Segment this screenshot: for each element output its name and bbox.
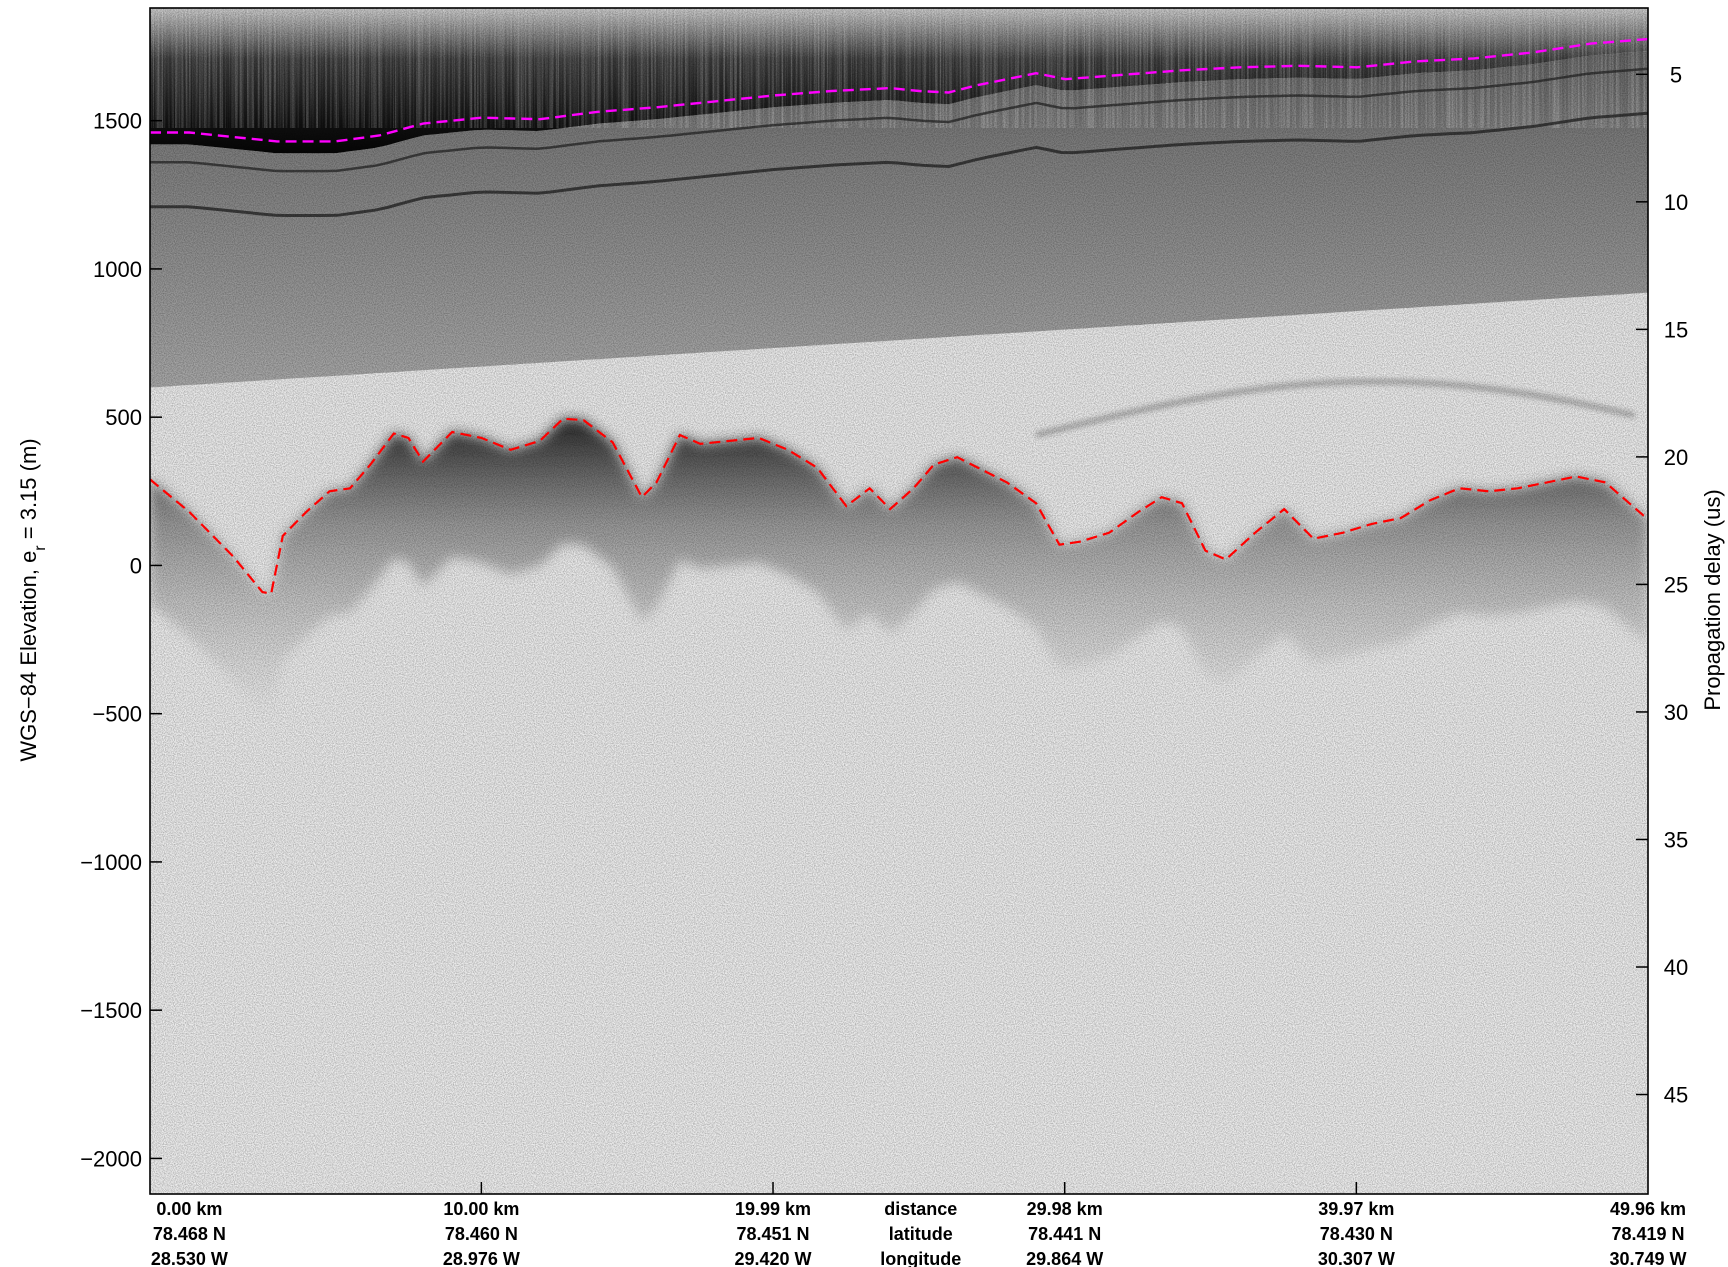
bed-pick-line: [150, 417, 1648, 595]
x-info-latitude: 78.430 N: [1320, 1224, 1393, 1244]
x-info-longitude: 28.530 W: [151, 1249, 228, 1267]
x-info-longitude: 30.749 W: [1609, 1249, 1686, 1267]
x-info-longitude: 29.420 W: [734, 1249, 811, 1267]
left-axis-title-tail: = 3.15 (m): [16, 438, 41, 545]
x-info-latitude: 78.468 N: [153, 1224, 226, 1244]
bottom-axis: [480, 1182, 1358, 1194]
left-axis-title-subscript: r: [32, 545, 49, 551]
x-info-longitude: 29.864 W: [1026, 1249, 1103, 1267]
left-tick-label: 0: [130, 553, 142, 578]
x-axis-info-labels: 0.00 km 78.468 N 28.530 W 10.00 km 78.460 N 2…: [151, 1199, 1687, 1267]
left-tick-label: −1000: [80, 850, 142, 875]
left-axis-title-main: WGS−84 Elevation, e: [16, 551, 41, 762]
right-tick-label: 35: [1664, 827, 1688, 852]
x-info-distance: 49.96 km: [1610, 1199, 1686, 1219]
right-tick-label: 20: [1664, 445, 1688, 470]
x-info-latitude: 78.441 N: [1028, 1224, 1101, 1244]
plot-frame: [149, 7, 1649, 1195]
left-axis-title: WGS−84 Elevation, er = 3.15 (m): [16, 438, 49, 761]
radargram-image: [150, 8, 1648, 1194]
left-tick-label: 1000: [93, 257, 142, 282]
right-axis-title: Propagation delay (us): [1700, 489, 1725, 710]
x-info-distance: 39.97 km: [1318, 1199, 1394, 1219]
x-info-row-label-latitude: latitude: [889, 1224, 953, 1244]
x-info-distance: 10.00 km: [443, 1199, 519, 1219]
right-tick-label: 25: [1664, 572, 1688, 597]
right-tick-label: 30: [1664, 700, 1688, 725]
left-tick-label: −1500: [80, 998, 142, 1023]
x-info-longitude: 28.976 W: [443, 1249, 520, 1267]
speckle-noise: [150, 8, 1648, 1194]
left-tick-label: −500: [92, 702, 142, 727]
right-tick-label: 15: [1664, 317, 1688, 342]
right-tick-label: 40: [1664, 955, 1688, 980]
right-tick-label: 45: [1664, 1083, 1688, 1108]
x-info-row-label-longitude: longitude: [880, 1249, 961, 1267]
right-axis: 5 10 15 20 25 30 35 40 45: [1636, 62, 1688, 1108]
x-info-distance: 29.98 km: [1027, 1199, 1103, 1219]
x-info-row-label-distance: distance: [884, 1199, 957, 1219]
x-info-distance: 19.99 km: [735, 1199, 811, 1219]
left-tick-label: −2000: [80, 1146, 142, 1171]
x-info-latitude: 78.451 N: [736, 1224, 809, 1244]
right-tick-label: 10: [1664, 190, 1688, 215]
x-info-latitude: 78.460 N: [445, 1224, 518, 1244]
x-info-latitude: 78.419 N: [1611, 1224, 1684, 1244]
left-axis: 1500 1000 500 0 −500 −1000 −1500 −2000: [80, 109, 162, 1171]
x-info-distance: 0.00 km: [156, 1199, 222, 1219]
left-tick-label: 500: [105, 405, 142, 430]
surface-pick-line: [150, 37, 1648, 143]
right-tick-label: 5: [1670, 62, 1682, 87]
left-tick-label: 1500: [93, 109, 142, 134]
x-info-longitude: 30.307 W: [1318, 1249, 1395, 1267]
